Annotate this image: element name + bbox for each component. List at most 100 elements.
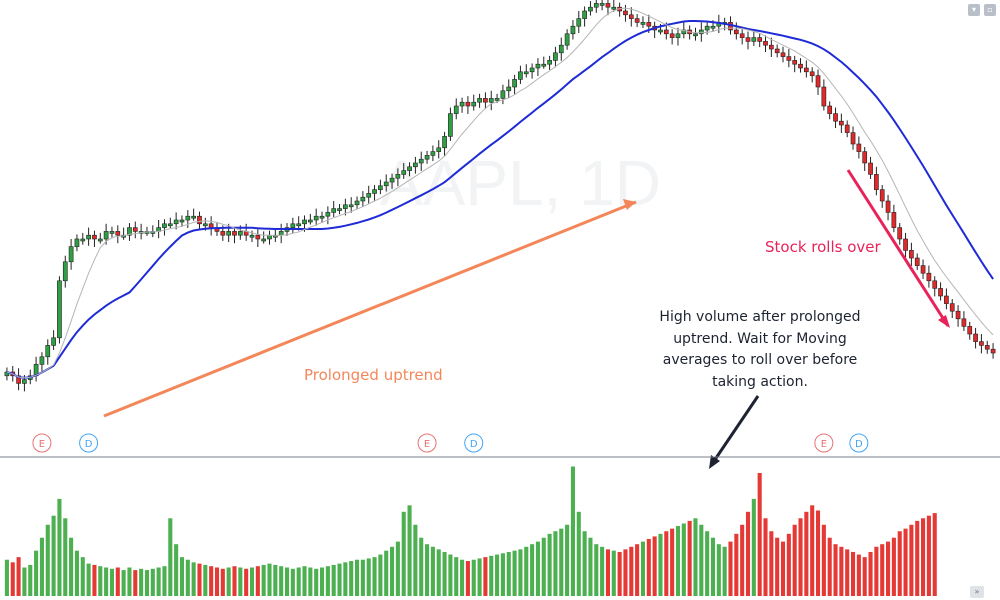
volume-bar — [489, 555, 494, 596]
volume-bar — [582, 531, 587, 596]
candle — [33, 356, 39, 382]
volume-bar — [308, 567, 313, 596]
candle — [278, 223, 284, 244]
candle — [570, 20, 576, 40]
volume-bar — [10, 562, 15, 596]
volume-bar — [763, 518, 768, 596]
volume-bar — [471, 559, 476, 596]
uptrend-arrowhead-icon — [623, 199, 636, 210]
volume-bar — [261, 564, 266, 596]
candle — [611, 0, 617, 12]
dividend-marker[interactable]: D — [464, 433, 484, 453]
volume-bar — [372, 557, 377, 596]
volume-bar — [401, 511, 406, 596]
volume-bar — [220, 568, 225, 596]
volume-bar — [238, 567, 243, 596]
volume-bar — [302, 566, 307, 596]
volume-bar — [133, 570, 138, 596]
maximize-pane-icon[interactable]: ▫ — [984, 4, 996, 16]
marker-label: E — [821, 439, 827, 450]
volume-bar — [909, 524, 914, 596]
volume-bar — [880, 544, 885, 596]
candle — [430, 145, 436, 162]
candle — [57, 276, 62, 344]
scroll-right-icon[interactable]: » — [970, 586, 984, 598]
volume-bar — [594, 544, 599, 596]
volume-bar — [903, 528, 908, 596]
rollover-arrowhead-icon — [938, 315, 950, 328]
volume-bar — [705, 531, 710, 596]
candle — [109, 226, 115, 239]
candle — [751, 30, 757, 46]
volume-bar — [535, 541, 540, 596]
uptrend-label: Prolonged uptrend — [304, 366, 443, 384]
volume-bar — [769, 531, 774, 596]
volume-bar — [815, 510, 821, 596]
dividend-marker[interactable]: D — [79, 433, 99, 453]
volume-bar — [203, 564, 208, 596]
candle — [856, 136, 862, 159]
candle — [809, 67, 815, 83]
volume-bar — [681, 523, 686, 596]
candle — [185, 210, 191, 228]
volume-bar — [932, 513, 937, 596]
volume-bar — [839, 546, 844, 596]
price-candles — [4, 0, 996, 392]
candle — [932, 276, 938, 297]
volume-bar — [874, 546, 879, 596]
candle — [792, 55, 798, 73]
candle — [990, 343, 996, 359]
candle — [156, 220, 161, 239]
volume-bar — [588, 537, 593, 596]
candle — [68, 239, 74, 270]
volume-bar — [728, 541, 733, 596]
volume-bar — [693, 518, 698, 596]
volume-bar — [886, 541, 891, 596]
volume-bar — [646, 539, 651, 596]
marker-label: D — [470, 439, 478, 450]
volume-bar — [349, 561, 354, 596]
candle — [891, 204, 897, 233]
candle — [558, 37, 564, 61]
candle — [51, 330, 56, 350]
candle — [471, 94, 477, 111]
candle — [588, 1, 593, 16]
candle — [173, 212, 179, 230]
volume-bar — [337, 563, 342, 596]
volume-bar — [576, 511, 581, 596]
candle — [874, 166, 879, 196]
volume-bar — [617, 551, 622, 596]
volume-bar — [658, 533, 663, 596]
volume-note-line-3: averages to roll over before — [663, 352, 858, 368]
candle — [967, 321, 973, 340]
candle — [833, 107, 838, 129]
volume-bar — [442, 551, 447, 596]
volume-bar — [74, 550, 79, 596]
candle — [617, 2, 622, 17]
volume-bar — [395, 541, 400, 596]
volume-bar — [483, 557, 488, 596]
candle — [255, 229, 261, 247]
candle — [529, 63, 535, 79]
collapse-pane-icon[interactable]: ▾ — [968, 4, 980, 16]
earnings-marker[interactable]: E — [814, 433, 834, 453]
volume-bar — [279, 566, 284, 596]
volume-bar — [804, 511, 809, 596]
earnings-marker[interactable]: E — [32, 433, 52, 453]
earnings-marker[interactable]: E — [417, 433, 437, 453]
volume-bar — [28, 564, 33, 596]
volume-bar — [565, 524, 570, 596]
dividend-marker[interactable]: D — [849, 433, 869, 453]
candle — [984, 340, 990, 354]
volume-bar — [477, 558, 482, 596]
candle — [366, 185, 372, 205]
rollover-arrow-line — [846, 169, 950, 327]
candle — [535, 58, 541, 76]
volume-bar — [856, 554, 861, 596]
uptrend-arrow-line — [103, 200, 637, 418]
volume-bar — [45, 524, 50, 596]
candle — [669, 29, 675, 45]
volume-bar — [366, 558, 371, 596]
candle — [593, 0, 599, 13]
